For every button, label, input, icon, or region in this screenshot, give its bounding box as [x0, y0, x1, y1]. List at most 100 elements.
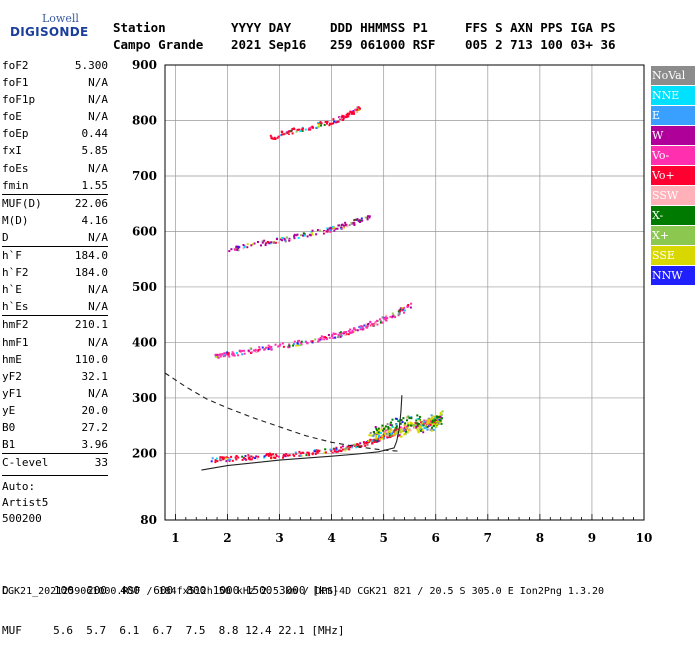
- echo-point: [309, 128, 312, 131]
- echo-point: [305, 340, 307, 343]
- echo-point: [402, 428, 405, 431]
- distance-unit: [km]: [312, 584, 339, 597]
- legend-item: NNE: [651, 86, 695, 105]
- param-row: foE N/A: [2, 108, 108, 125]
- echo-point: [299, 341, 302, 344]
- echo-point: [317, 125, 320, 128]
- echo-point: [349, 328, 352, 331]
- echo-point: [270, 241, 273, 244]
- echo-point: [375, 429, 378, 432]
- echo-point: [369, 320, 372, 323]
- echo-point: [370, 434, 373, 437]
- echo-point: [237, 456, 240, 459]
- param-value: 22.06: [74, 196, 108, 210]
- echo-point: [336, 120, 339, 123]
- echo-point: [362, 441, 365, 444]
- echo-point: [415, 419, 418, 422]
- echo-point: [309, 234, 312, 237]
- echo-point: [263, 455, 266, 458]
- echo-point: [347, 115, 350, 118]
- echo-point: [374, 321, 377, 324]
- echo-point: [333, 226, 336, 229]
- legend-item: NoVal: [651, 66, 695, 85]
- echo-point: [379, 320, 382, 323]
- echo-point: [355, 446, 358, 449]
- echo-point: [353, 327, 356, 330]
- echo-point: [215, 356, 218, 358]
- echo-point: [381, 437, 384, 440]
- echo-point: [376, 431, 379, 434]
- echo-point: [365, 442, 368, 445]
- echo-point: [403, 311, 405, 314]
- echo-point: [344, 221, 347, 224]
- echo-point: [328, 336, 331, 339]
- echo-point: [245, 458, 247, 461]
- echo-point: [410, 302, 413, 305]
- echo-point: [366, 218, 369, 221]
- y-tick-label: 900: [132, 58, 157, 72]
- echo-point: [423, 422, 425, 425]
- echo-point: [338, 332, 341, 334]
- param-value: N/A: [88, 230, 108, 244]
- echo-point: [243, 246, 246, 249]
- echo-point: [247, 349, 250, 352]
- echo-point: [406, 431, 409, 433]
- echo-point: [291, 132, 294, 135]
- echo-point: [292, 127, 295, 130]
- echo-point: [348, 448, 351, 451]
- param-value: 20.0: [81, 403, 109, 417]
- echo-point: [418, 415, 421, 418]
- echo-point: [276, 136, 279, 139]
- echo-point: [360, 326, 363, 329]
- echo-point: [272, 241, 275, 244]
- echo-point: [263, 456, 266, 459]
- echo-point: [235, 245, 238, 248]
- echo-point: [385, 314, 388, 317]
- echo-point: [214, 461, 217, 464]
- echo-point: [419, 428, 422, 431]
- echo-point: [332, 447, 335, 450]
- echo-point: [404, 422, 407, 425]
- echo-point: [383, 435, 386, 438]
- echo-point: [211, 457, 214, 460]
- echo-point: [345, 115, 348, 118]
- echo-point: [423, 427, 426, 429]
- echo-point: [435, 419, 438, 421]
- echo-point: [345, 447, 348, 450]
- header-value-time: 259 061000 RSF: [330, 37, 436, 52]
- echo-point: [333, 229, 336, 232]
- echo-point: [260, 244, 262, 247]
- echo-point: [378, 318, 381, 321]
- echo-point: [306, 235, 309, 238]
- echo-point: [279, 238, 282, 241]
- echo-point: [308, 127, 311, 130]
- echo-point: [299, 452, 302, 455]
- echo-point: [292, 344, 295, 347]
- echo-point: [367, 439, 370, 442]
- echo-point: [230, 455, 233, 458]
- echo-point: [421, 421, 424, 424]
- echo-point: [349, 110, 352, 113]
- echo-point: [225, 353, 228, 356]
- echo-point: [378, 432, 381, 435]
- echo-point: [326, 227, 329, 230]
- echo-point: [232, 354, 235, 357]
- distance-label: D: [2, 584, 9, 597]
- echo-point: [366, 325, 369, 327]
- echo-point: [310, 340, 313, 343]
- echo-point: [271, 241, 274, 244]
- echo-point: [222, 355, 225, 358]
- echo-point: [288, 130, 291, 133]
- echo-point: [387, 427, 390, 430]
- echo-point: [261, 240, 264, 243]
- echo-point: [293, 233, 296, 236]
- logo-line-2: DIGISONDE: [10, 25, 89, 39]
- echo-point: [311, 453, 314, 456]
- echo-point: [419, 424, 422, 427]
- echo-point: [384, 319, 387, 322]
- echo-point: [283, 237, 286, 240]
- echo-point: [225, 460, 228, 463]
- echo-point: [384, 318, 387, 320]
- echo-point: [288, 237, 291, 240]
- param-row: yF2 32.1: [2, 368, 108, 385]
